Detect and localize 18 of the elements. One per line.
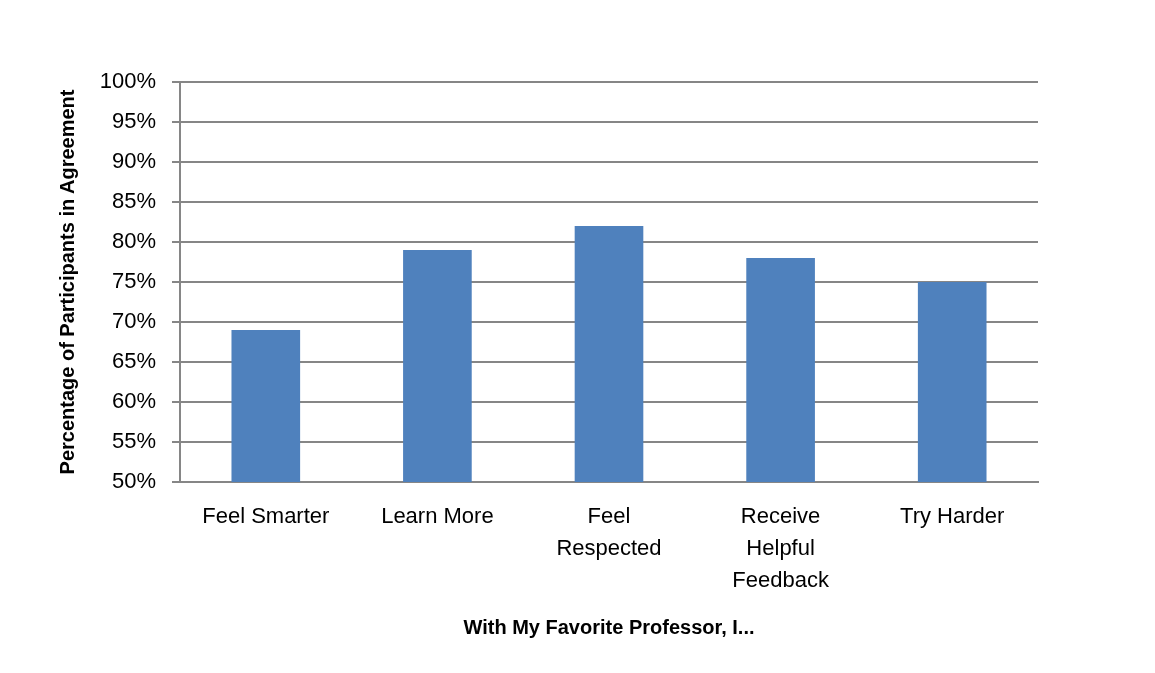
y-axis-title: Percentage of Participants in Agreement: [55, 89, 78, 475]
y-tick-label: 100%: [99, 68, 156, 94]
x-tick-label: Try Harder: [900, 503, 1005, 529]
x-axis-title: With My Favorite Professor, I...: [463, 615, 755, 638]
y-tick-label: 95%: [111, 108, 156, 134]
y-tick-label: 90%: [111, 148, 156, 174]
y-tick-label: 80%: [111, 228, 156, 254]
y-tick-label: 60%: [111, 388, 156, 414]
x-tick-label: Feel Smarter: [202, 503, 330, 529]
x-tick-label: Learn More: [381, 503, 494, 529]
y-tick-label: 50%: [111, 468, 156, 494]
y-tick-label: 65%: [111, 348, 156, 374]
y-tick-label: 55%: [111, 428, 156, 454]
x-tick-label: Receive Helpful Feedback: [732, 503, 830, 592]
y-tick-label: 85%: [111, 188, 156, 214]
y-tick-label: 70%: [111, 308, 156, 334]
x-tick-label: Feel Respected: [556, 503, 662, 560]
y-tick-label: 75%: [111, 268, 156, 294]
